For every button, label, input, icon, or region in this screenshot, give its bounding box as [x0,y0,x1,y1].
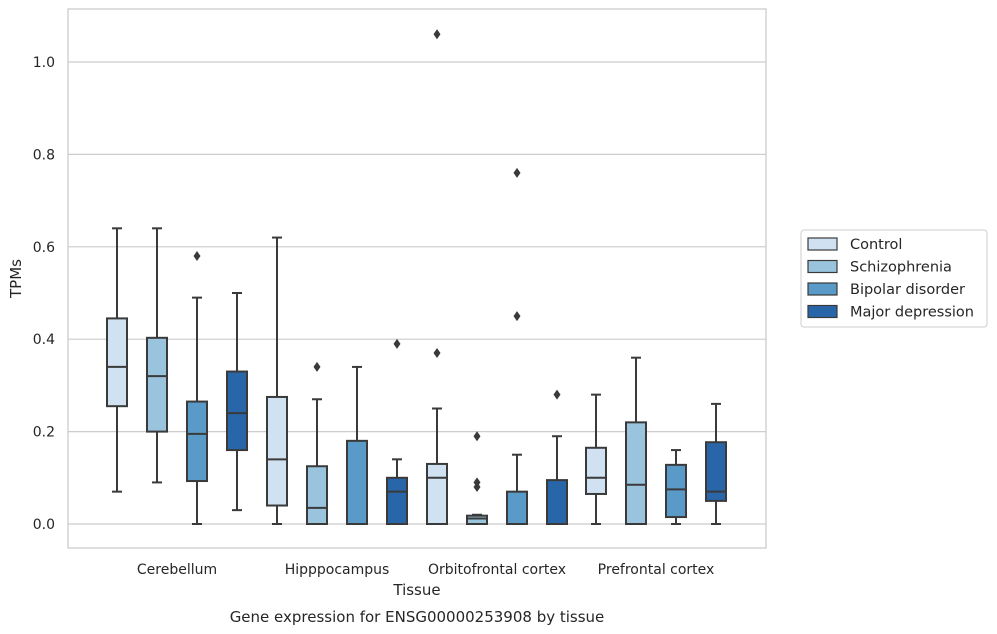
box [625,356,647,525]
y-tick-label: 0.4 [33,332,55,348]
outlier-point [473,477,481,488]
box-body [546,479,568,525]
y-tick-label: 0.8 [33,147,55,163]
box [346,365,368,525]
legend-swatch [807,282,838,296]
box [506,167,528,526]
boxes-layer [106,29,727,526]
box-body [506,490,528,526]
outlier-point [393,338,401,349]
box [186,251,208,525]
legend-entry-label: Bipolar disorder [850,282,965,298]
y-tick-labels: 0.0 0.2 0.4 0.6 0.8 1.0 [33,55,55,533]
legend-swatch [807,237,838,251]
outlier-point [513,311,521,322]
y-tick-label: 0.6 [33,240,55,256]
box-body [585,446,607,495]
box [106,227,128,493]
box [306,361,328,525]
outlier-point [553,389,561,400]
outlier-point [513,167,521,178]
box [146,227,168,484]
box-body [386,476,408,525]
box-body [426,462,448,526]
plot-area-background [68,9,766,548]
box [386,338,408,525]
box [585,393,607,525]
y-tick-label: 0.0 [33,517,55,533]
x-tick-label: Cerebellum [137,562,217,578]
box [665,449,687,525]
y-gridlines [68,61,766,525]
legend: Control Schizophrenia Bipolar disorder Majo… [800,229,988,328]
outlier-point [193,251,201,262]
box-body [705,441,727,502]
x-tick-label: Orbitofrontal cortex [428,562,566,578]
box-body [665,463,687,519]
legend-entry-label: Schizophrenia [850,260,952,276]
box-body [186,400,208,483]
box-body [625,421,647,525]
box [226,292,248,512]
legend-swatch [807,304,838,319]
y-tick-label: 1.0 [33,55,55,71]
outlier-point [433,348,441,359]
y-tick-label: 0.2 [33,425,55,441]
outlier-point [433,29,441,40]
box-body [226,370,248,452]
box [426,29,448,526]
box [466,431,488,526]
y-axis-label: TPMs [7,259,25,299]
outlier-point [473,431,481,442]
box-body [346,439,368,525]
box-body [466,514,488,526]
outlier-point [313,361,321,372]
legend-entry-label: Major depression [850,305,974,321]
box-body [266,395,288,507]
box [266,236,288,525]
plot-area-frame [67,8,767,549]
x-tick-labels: Cerebellum Hipppocampus Orbitofrontal cort… [137,562,714,578]
box [546,389,568,525]
figure-caption: Gene expression for ENSG00000253908 by t… [230,608,605,626]
box-body [306,465,328,525]
legend-frame [800,229,988,328]
x-axis-label: Tissue [392,581,440,599]
x-tick-label: Hipppocampus [285,562,390,578]
box [705,402,727,525]
box-body [106,317,128,408]
legend-entry-label: Control [850,237,902,253]
legend-swatch [807,259,838,274]
box-body [146,336,168,433]
x-tick-label: Prefrontal cortex [598,562,715,578]
